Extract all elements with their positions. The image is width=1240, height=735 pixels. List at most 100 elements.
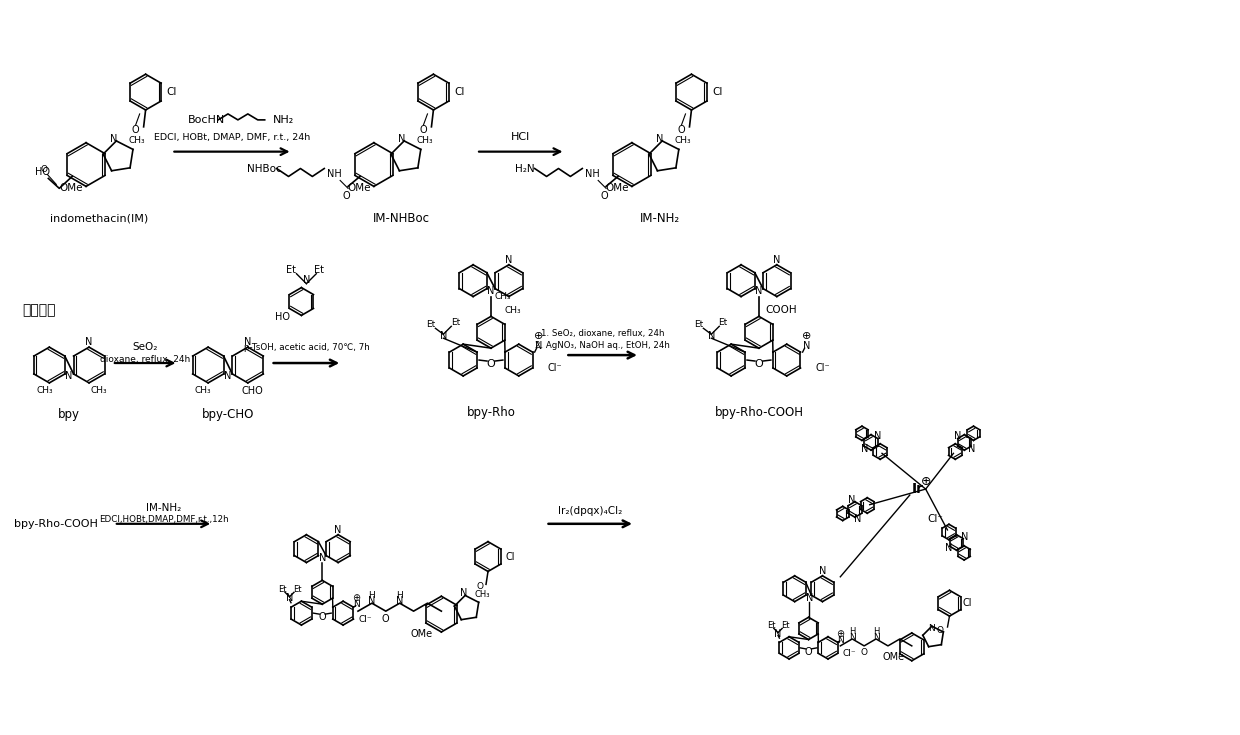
Text: p-TsOH, acetic acid, 70℃, 7h: p-TsOH, acetic acid, 70℃, 7h [243,343,370,351]
Text: N: N [806,592,813,603]
Text: N: N [286,593,293,603]
Text: bpy-CHO: bpy-CHO [202,408,254,421]
Text: N: N [849,634,856,642]
Text: N: N [961,532,968,542]
Text: O: O [319,612,326,622]
Text: O: O [419,125,428,135]
Text: O: O [936,626,944,636]
Text: N: N [837,636,844,645]
Text: O: O [805,647,812,657]
Text: O: O [755,359,764,369]
Text: EDCl,HOBt,DMAP,DMF,r.t.,12h: EDCl,HOBt,DMAP,DMF,r.t.,12h [99,515,228,524]
Text: N: N [854,514,862,523]
Text: ⊕: ⊕ [352,593,361,603]
Text: CH₃: CH₃ [675,136,691,146]
Text: O: O [678,125,686,135]
Text: ⊕: ⊕ [802,331,811,341]
Text: Et: Et [293,585,301,594]
Text: Cl⁻: Cl⁻ [815,363,830,373]
Text: N: N [353,600,360,609]
Text: bpy-Rho-COOH: bpy-Rho-COOH [15,519,98,528]
Text: bpy: bpy [58,408,81,421]
Text: N: N [773,255,780,265]
Text: N: N [110,134,118,144]
Text: 第二部分: 第二部分 [22,304,56,318]
Text: N: N [368,596,376,606]
Text: N: N [874,431,882,440]
Text: N: N [460,588,467,598]
Text: HO: HO [274,312,289,323]
Text: N: N [818,566,826,576]
Text: ⊕: ⊕ [534,331,543,341]
Text: OMe: OMe [347,183,371,193]
Text: N: N [224,371,232,381]
Text: O: O [861,648,868,657]
Text: Cl⁻: Cl⁻ [547,363,562,373]
Text: N: N [440,331,448,341]
Text: Et: Et [425,320,435,329]
Text: N: N [244,337,252,347]
Text: ⊕: ⊕ [837,629,844,639]
Text: Et: Et [285,265,295,275]
Text: bpy-Rho: bpy-Rho [466,406,516,419]
Text: Cl: Cl [962,598,972,608]
Text: Cl: Cl [166,87,176,97]
Text: N: N [505,255,512,265]
Text: CH₃: CH₃ [36,387,52,395]
Text: N: N [335,525,342,535]
Text: Cl⁻: Cl⁻ [358,614,372,623]
Text: N: N [967,444,975,454]
Text: N: N [319,553,326,563]
Text: NH: NH [585,170,600,179]
Text: Cl: Cl [712,87,723,97]
Text: CH₃: CH₃ [495,292,511,301]
Text: N: N [487,286,495,296]
Text: NHBoc: NHBoc [247,163,281,173]
Text: N: N [945,543,952,553]
Text: Et: Et [781,621,789,630]
Text: BocHN: BocHN [188,115,226,125]
Text: ⊕: ⊕ [920,475,931,487]
Text: Et: Et [719,318,728,327]
Text: indomethacin(IM): indomethacin(IM) [50,213,148,223]
Text: O: O [382,614,389,624]
Text: CH₃: CH₃ [417,136,433,146]
Text: N: N [534,341,542,351]
Text: bpy-Rho-COOH: bpy-Rho-COOH [714,406,804,419]
Text: N: N [774,629,781,639]
Text: Cl⁻: Cl⁻ [928,514,944,524]
Text: Et: Et [693,320,703,329]
Text: IM-NHBoc: IM-NHBoc [373,212,430,225]
Text: N: N [802,341,810,351]
Text: N: N [755,286,763,296]
Text: N: N [303,275,310,284]
Text: Ir₂(dpqx)₄Cl₂: Ir₂(dpqx)₄Cl₂ [558,506,622,516]
Text: Et: Et [314,265,325,275]
Text: N: N [873,634,879,642]
Text: dioxane, reflux, 24h: dioxane, reflux, 24h [100,354,190,364]
Text: Et: Et [450,318,460,327]
Text: OMe: OMe [60,183,83,193]
Text: N: N [861,444,868,454]
Text: 1. SeO₂, dioxane, reflux, 24h: 1. SeO₂, dioxane, reflux, 24h [541,329,665,338]
Text: CH₃: CH₃ [475,589,490,599]
Text: N: N [396,596,403,606]
Text: OMe: OMe [410,629,433,639]
Text: CH₃: CH₃ [129,136,145,146]
Text: H: H [873,628,879,637]
Text: HCl: HCl [511,132,531,142]
Text: O: O [486,359,495,369]
Text: CH₃: CH₃ [195,387,212,395]
Text: O: O [342,191,350,201]
Text: Cl: Cl [454,87,465,97]
Text: CH₃: CH₃ [505,306,521,315]
Text: N: N [954,431,961,440]
Text: IM-NH₂: IM-NH₂ [640,212,680,225]
Text: 2. AgNO₃, NaOH aq., EtOH, 24h: 2. AgNO₃, NaOH aq., EtOH, 24h [536,340,670,350]
Text: Cl⁻: Cl⁻ [842,649,856,658]
Text: N: N [708,331,715,341]
Text: N: N [929,623,935,633]
Text: CHO: CHO [242,386,264,396]
Text: N: N [398,134,405,144]
Text: Et: Et [766,621,775,630]
